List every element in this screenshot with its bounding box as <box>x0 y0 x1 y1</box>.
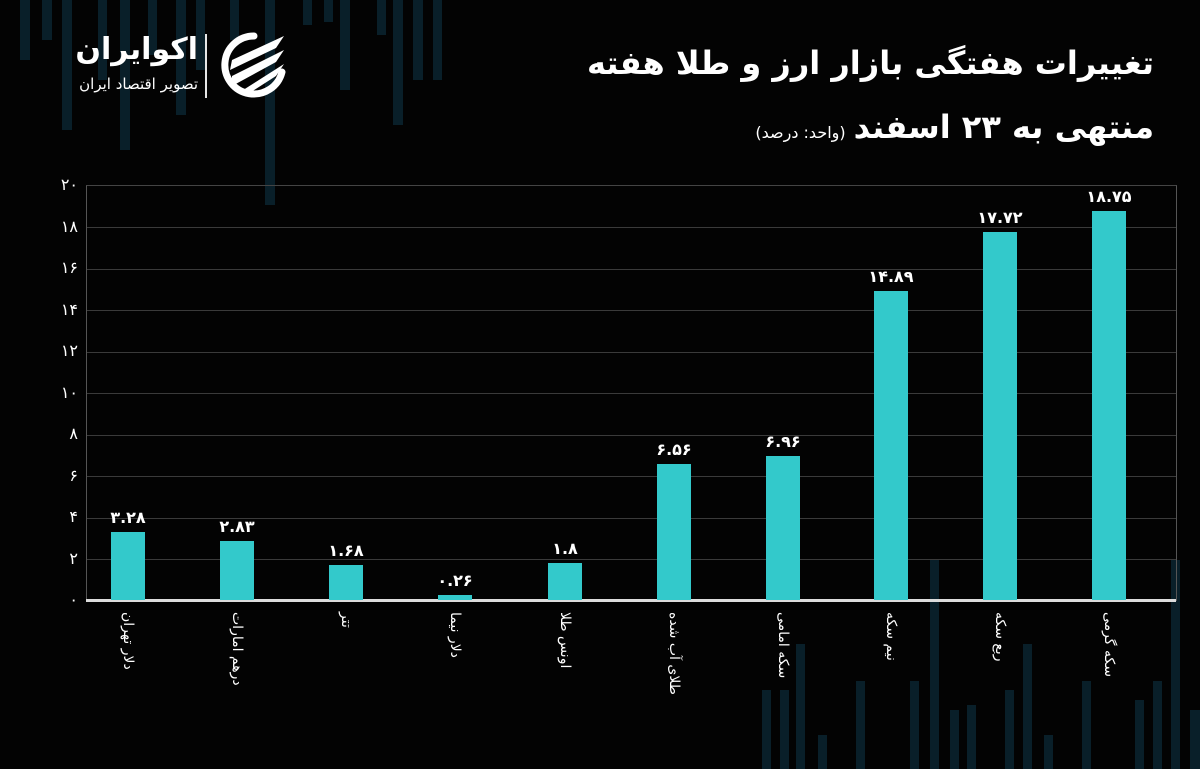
y-tick: ۱۸ <box>60 217 78 236</box>
bar <box>548 562 582 600</box>
value-label: ۰.۲۶ <box>437 570 473 590</box>
plot-area <box>86 185 1177 601</box>
category-label: درهم امارات <box>229 612 245 686</box>
y-tick: ۱۶ <box>60 258 78 277</box>
y-tick: ۴ <box>69 507 78 526</box>
bar <box>438 594 472 600</box>
bar <box>329 565 363 600</box>
gridline <box>87 352 1176 353</box>
gridline <box>87 310 1176 311</box>
category-label: دلار نیما <box>447 612 463 658</box>
unit-label: (واحد: درصد) <box>755 123 846 142</box>
value-label: ۱۷.۷۲ <box>977 208 1023 228</box>
y-tick: ۲۰ <box>60 175 78 194</box>
gridline <box>87 476 1176 477</box>
value-label: ۲.۸۳ <box>219 517 255 537</box>
bar <box>1092 210 1126 600</box>
bar <box>766 455 800 600</box>
x-axis-line <box>86 599 1176 602</box>
category-label: ربع سکه <box>992 612 1008 662</box>
category-label: طلای آب شده <box>666 612 682 695</box>
value-label: ۳.۲۸ <box>110 507 146 527</box>
logo-divider <box>205 34 207 98</box>
chart-title: تغییرات هفتگی بازار ارز و طلا هفته <box>586 44 1154 82</box>
value-label: ۶.۹۶ <box>765 431 801 451</box>
value-label: ۱.۶۸ <box>328 541 364 561</box>
bar <box>983 232 1017 600</box>
category-label: سکه گرمی <box>1101 612 1117 677</box>
gridline <box>87 227 1176 228</box>
gridline <box>87 269 1176 270</box>
value-label: ۶.۵۶ <box>656 439 692 459</box>
y-tick: ۶ <box>69 466 78 485</box>
gridline <box>87 559 1176 560</box>
y-tick: ۱۲ <box>60 341 78 360</box>
chart-subtitle: منتهی به ۲۳ اسفند <box>853 108 1154 146</box>
y-tick: ۲ <box>69 549 78 568</box>
category-label: سکه امامی <box>775 612 791 679</box>
y-tick: ۱۰ <box>60 383 78 402</box>
value-label: ۱۴.۸۹ <box>868 267 914 287</box>
bar <box>111 531 145 600</box>
bar <box>657 463 691 600</box>
value-label: ۱.۸ <box>552 538 578 558</box>
bar <box>220 541 254 600</box>
chart-subtitle-row: منتهی به ۲۳ اسفند (واحد: درصد) <box>755 104 1154 156</box>
brand-name: اکوایران <box>75 32 198 67</box>
gridline <box>87 518 1176 519</box>
ecoiran-logo-icon <box>221 32 286 98</box>
y-tick: ۱۴ <box>60 300 78 319</box>
gridline <box>87 435 1176 436</box>
brand-tagline: تصویر اقتصاد ایران <box>79 75 198 93</box>
category-label: دلار تهران <box>120 612 136 670</box>
category-label: تتر <box>338 612 354 628</box>
y-tick: ۰ <box>69 590 78 609</box>
value-label: ۱۸.۷۵ <box>1086 186 1132 206</box>
brand-logo: اکوایران تصویر اقتصاد ایران <box>40 30 300 100</box>
bar <box>874 291 908 600</box>
category-label: نیم سکه <box>883 612 899 661</box>
gridline <box>87 393 1176 394</box>
category-label: اونس طلا <box>557 612 573 669</box>
y-tick: ۸ <box>69 424 78 443</box>
